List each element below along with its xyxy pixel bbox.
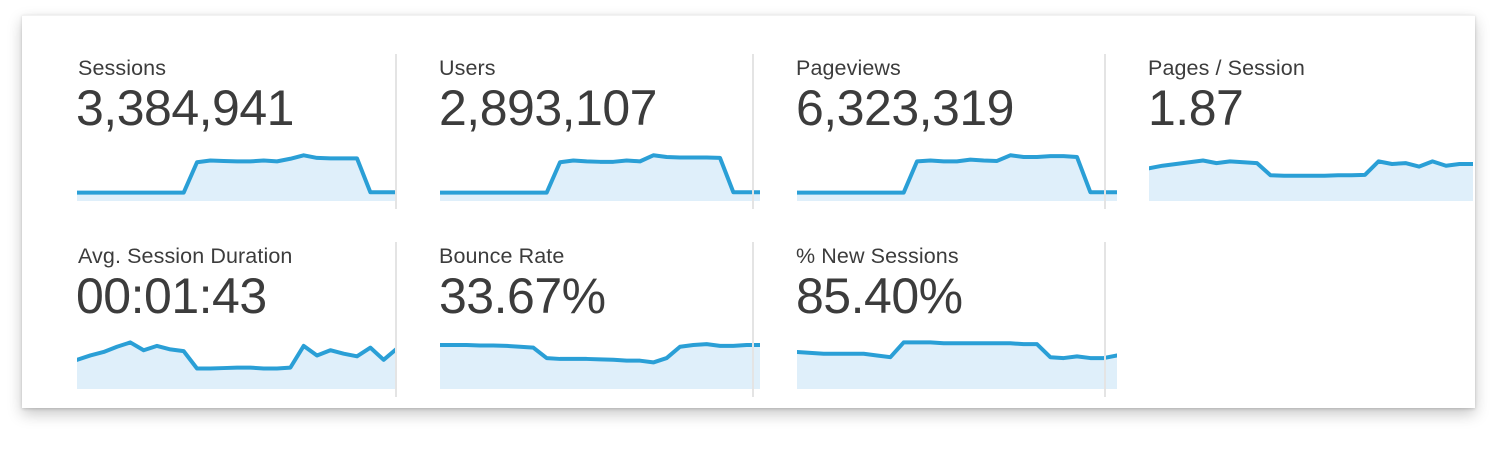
metric-label: Users (439, 56, 496, 80)
sparkline-new-sessions-percent (797, 334, 1117, 389)
sparkline-pageviews (797, 146, 1117, 201)
metric-card-bounce-rate[interactable]: Bounce Rate 33.67% (395, 216, 760, 397)
metric-row-bottom: Avg. Session Duration 00:01:43 Bounce Ra… (22, 216, 1475, 406)
metric-value: 2,893,107 (439, 80, 657, 136)
sparkline-sessions (77, 146, 397, 201)
metric-label: Pages / Session (1148, 56, 1305, 80)
metric-row-top: Sessions 3,384,941 Users 2,893,107 Pagev… (22, 28, 1475, 218)
column-divider (1104, 242, 1106, 397)
metric-value: 1.87 (1148, 80, 1244, 136)
metric-card-sessions[interactable]: Sessions 3,384,941 (32, 28, 397, 204)
metric-label: Avg. Session Duration (78, 244, 293, 268)
sparkline-avg-session-duration (77, 334, 397, 389)
column-divider (752, 242, 754, 397)
column-divider (752, 54, 754, 209)
metric-value: 33.67% (439, 268, 606, 324)
metric-card-pageviews[interactable]: Pageviews 6,323,319 (752, 28, 1117, 209)
sparkline-bounce-rate (440, 334, 760, 389)
metric-label: Pageviews (796, 56, 901, 80)
metric-card-empty (1104, 216, 1475, 397)
metric-card-pages-per-session[interactable]: Pages / Session 1.87 (1104, 28, 1475, 209)
metric-card-avg-session-duration[interactable]: Avg. Session Duration 00:01:43 (32, 216, 397, 392)
column-divider (395, 54, 397, 209)
metric-value: 00:01:43 (76, 268, 267, 324)
metric-label: % New Sessions (796, 244, 959, 268)
metric-label: Sessions (78, 56, 167, 80)
metric-card-new-sessions-percent[interactable]: % New Sessions 85.40% (752, 216, 1117, 397)
metric-label: Bounce Rate (439, 244, 565, 268)
metric-value: 3,384,941 (76, 80, 294, 136)
audience-overview-panel: Sessions 3,384,941 Users 2,893,107 Pagev… (22, 15, 1475, 408)
column-divider (395, 242, 397, 397)
metric-card-users[interactable]: Users 2,893,107 (395, 28, 760, 209)
sparkline-pages-per-session (1149, 146, 1473, 201)
metric-value: 85.40% (796, 268, 963, 324)
sparkline-users (440, 146, 760, 201)
metric-value: 6,323,319 (796, 80, 1014, 136)
column-divider (1104, 54, 1106, 209)
